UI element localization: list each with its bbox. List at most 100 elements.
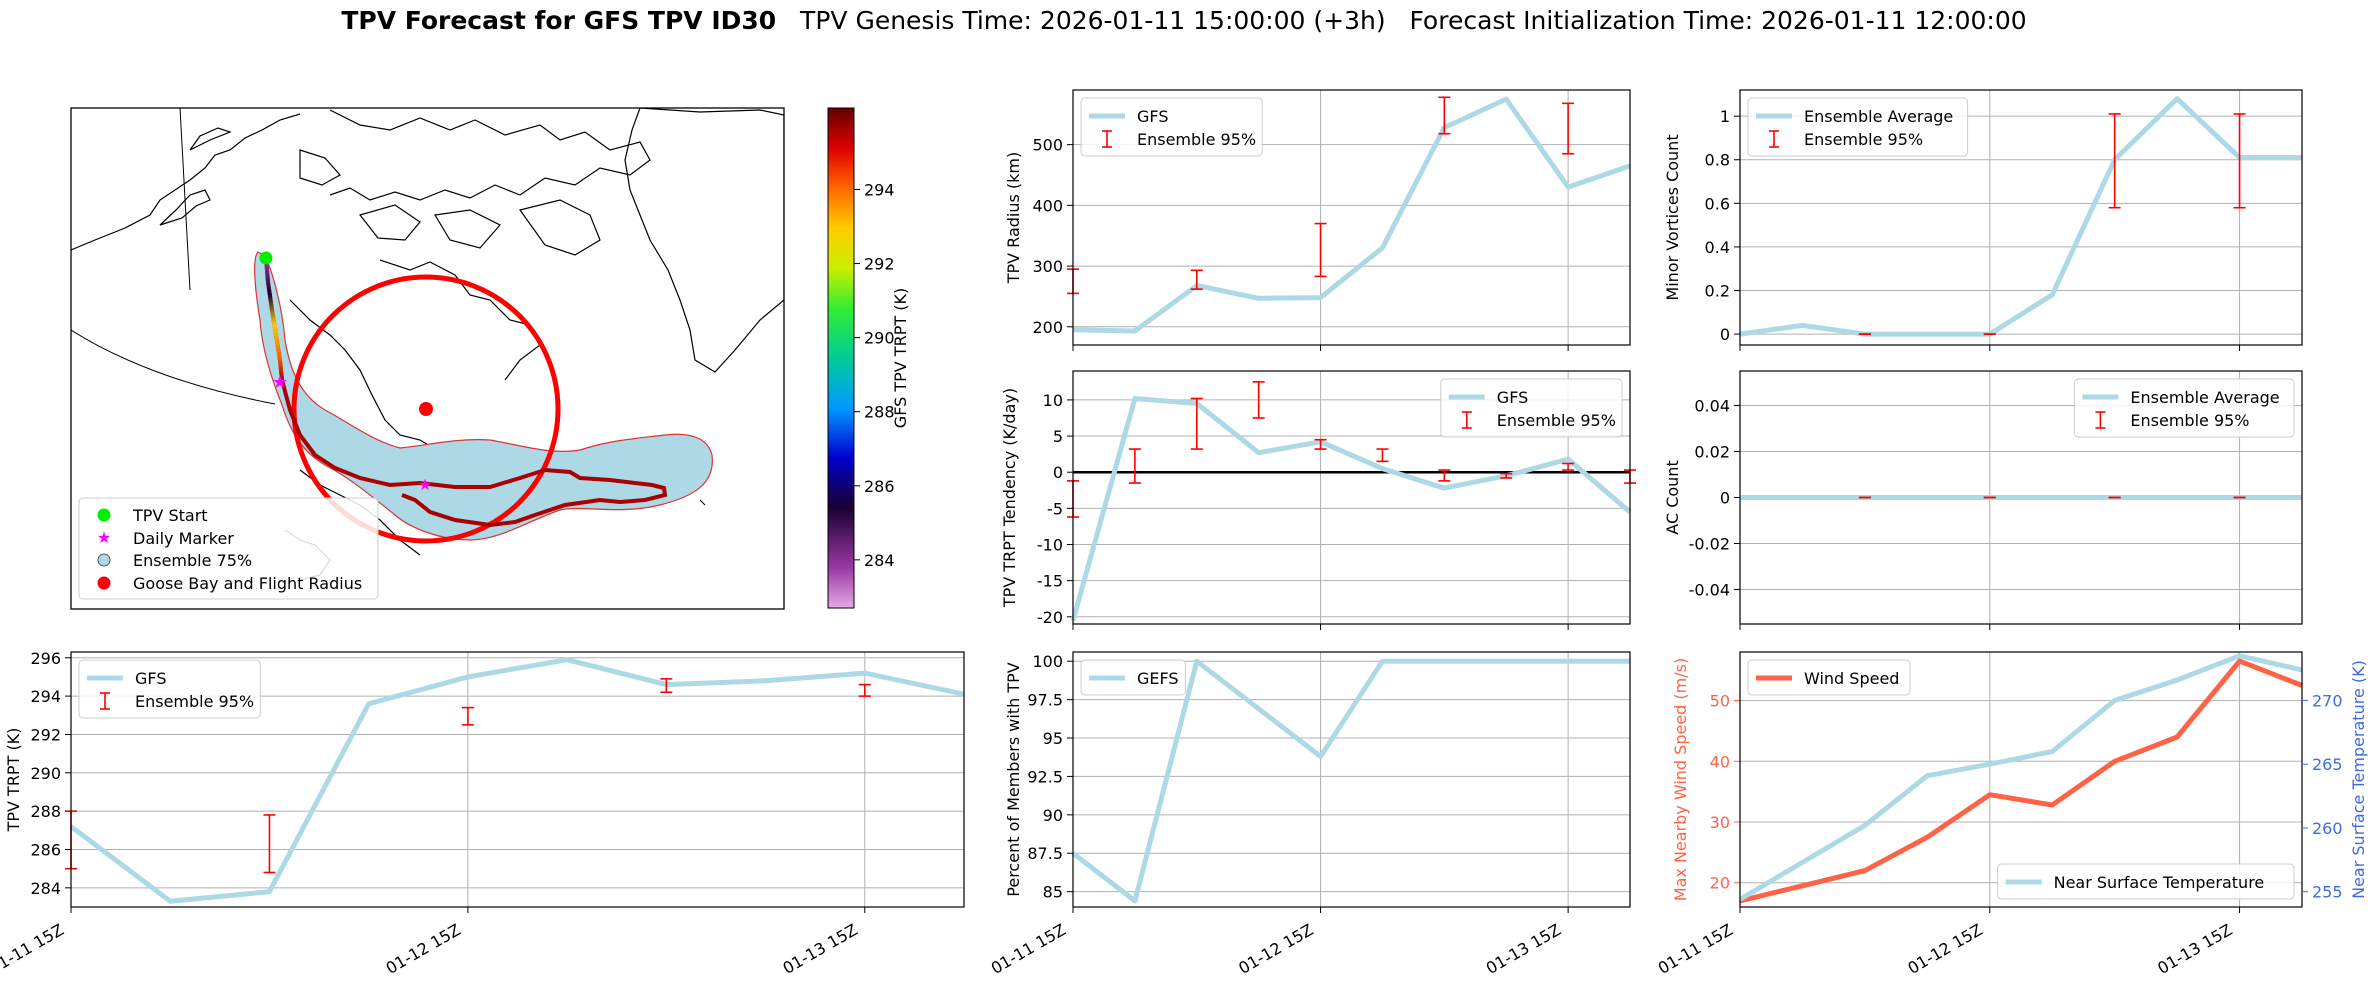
- y-tick-label: 95: [1043, 729, 1063, 748]
- y-tick-label: 294: [30, 687, 61, 706]
- y-tick-label: -0.04: [1689, 581, 1730, 600]
- y-tick-label: 85: [1043, 883, 1063, 902]
- error-bar: [1562, 462, 1575, 471]
- colorbar-tick-label: 294: [864, 180, 895, 199]
- y2-axis-label: Near Surface Temperature (K): [2349, 660, 2368, 899]
- coastline-hudson-west: [289, 299, 373, 396]
- y-tick-label: 0: [1053, 463, 1063, 482]
- coastline-island: [299, 149, 341, 186]
- colorbar-tick-label: 288: [864, 403, 895, 422]
- legend-daily-marker-icon: ★: [97, 528, 111, 547]
- legend-entry: GEFS: [1137, 669, 1179, 688]
- y-tick-label: 90: [1043, 806, 1063, 825]
- x-tick-label: 01-13 15Z: [779, 920, 860, 978]
- chart-legend-box: [1997, 863, 2295, 900]
- chart-minor: 0 0.2 0.4 0.6 0.8 1 Minor Vortices Count Ensemb…: [1663, 89, 2303, 351]
- coastline-island: [434, 209, 501, 249]
- error-bar: [461, 706, 474, 726]
- chart-legend: GFS Ensemble 95%: [1080, 97, 1263, 157]
- y-tick-label: 0: [1720, 325, 1730, 344]
- chart-wind: 01-11 15Z 01-12 15Z 01-13 15Z 20 30 40 50 Max N…: [1655, 651, 2368, 978]
- chart-legend-box: [1747, 97, 1969, 157]
- y-tick-label: 30: [1710, 813, 1730, 832]
- error-bar: [263, 814, 276, 874]
- y-tick-label: 0.4: [1705, 238, 1730, 257]
- y-tick-label: 20: [1710, 874, 1730, 893]
- legend-entry: Ensemble 95%: [135, 692, 254, 711]
- ensemble-75-region: [254, 251, 713, 541]
- chart-legend-box: [78, 659, 261, 719]
- y-tick-label: 292: [30, 725, 61, 744]
- error-bar: [660, 678, 673, 694]
- y-tick-label: 300: [1032, 257, 1063, 276]
- error-bar: [1438, 469, 1451, 482]
- x-tick-label: 01-13 15Z: [2154, 920, 2235, 978]
- y-axis-label: TPV TRPT (K): [4, 728, 23, 833]
- colorbar-label: GFS TPV TRPT (K): [891, 288, 910, 428]
- y-tick-label: 288: [30, 802, 61, 821]
- y-tick-label: -5: [1047, 499, 1063, 518]
- legend-entry: Ensemble 95%: [1804, 130, 1923, 149]
- y-axis-label: Max Nearby Wind Speed (m/s): [1671, 658, 1690, 901]
- legend-errorbar-icon: [1769, 130, 1779, 148]
- y-axis-label: Minor Vortices Count: [1663, 134, 1682, 300]
- map-legend: TPV Start ★ Daily Marker Ensemble 75% Go…: [78, 497, 379, 600]
- chart-frame: [1739, 89, 2303, 346]
- chart-trpt: 01-11 15Z 01-12 15Z 01-13 15Z 284 286 288 290 2…: [0, 649, 965, 978]
- legend-tpv-start-icon: [97, 508, 111, 522]
- series-line-gfs: [1070, 396, 1632, 622]
- legend-entry: Ensemble 95%: [2130, 411, 2249, 430]
- colorbar-gradient: [827, 107, 855, 609]
- error-bar: [1438, 96, 1451, 135]
- chart-legend-box: [1080, 659, 1186, 696]
- y-axis-label: Percent of Members with TPV: [1004, 662, 1023, 896]
- figure-title-genesis: TPV Genesis Time: 2026-01-11 15:00:00 (+…: [800, 6, 1386, 35]
- chart-frame: [1072, 651, 1631, 908]
- y-tick-label: 87.5: [1027, 844, 1063, 863]
- legend-entry: GFS: [1137, 107, 1168, 126]
- y-tick-label: 200: [1032, 318, 1063, 337]
- coastline-arctic-west: [71, 113, 301, 251]
- chart-frame: [1739, 370, 2303, 625]
- chart-legend-box: [1747, 659, 1911, 696]
- y-axis-label: TPV TRPT Tendency (K/day): [1000, 388, 1019, 608]
- x-tick-label: 01-11 15Z: [988, 920, 1069, 978]
- map-legend-box: [78, 497, 379, 600]
- series-line-gefs: [1071, 658, 1630, 904]
- tpv-track-early: [264, 257, 284, 381]
- figure-title-init: Forecast Initialization Time: 2026-01-11…: [1409, 6, 2027, 35]
- legend-entry: GFS: [135, 669, 166, 688]
- flight-radius-circle: [291, 274, 561, 544]
- figure-title-main: TPV Forecast for GFS TPV ID30: [341, 6, 777, 35]
- x-tick-label: 01-11 15Z: [0, 920, 67, 978]
- chart-frame: [1739, 651, 2303, 908]
- chart-legend-box: [2073, 378, 2295, 438]
- series-line-ensemble-average: [1739, 96, 2302, 337]
- legend-entry: Near Surface Temperature: [2054, 873, 2265, 892]
- legend-goose-bay: Goose Bay and Flight Radius: [133, 574, 362, 593]
- error-bar: [858, 683, 871, 697]
- chart-legend-box: [1080, 97, 1263, 157]
- error-bar: [1252, 381, 1265, 419]
- chart-legend: Ensemble Average Ensemble 95%: [1747, 97, 1969, 157]
- legend-errorbar-icon: [1461, 411, 1472, 429]
- y-tick-label: 0.04: [1694, 397, 1730, 416]
- chart-frame: [1072, 370, 1631, 625]
- map-panel: ★ ★ TPV Start ★ Daily Marker Ensemble 75…: [70, 107, 785, 610]
- x-tick-label: 01-13 15Z: [1483, 920, 1564, 978]
- error-bar: [1562, 102, 1575, 155]
- y-tick-label: 0: [1720, 489, 1730, 508]
- chart-radius: 200 300 400 500 TPV Radius (km) GFS Ensemble 9…: [1004, 89, 1631, 351]
- y2-tick-label: 265: [2312, 755, 2343, 774]
- colorbar-tick-label: 284: [864, 551, 895, 570]
- goose-bay-marker: [419, 402, 433, 416]
- tpv-start-marker: [259, 251, 273, 265]
- chart-ac: -0.04 -0.02 0 0.02 0.04 AC Count Ensemble Aver…: [1663, 370, 2303, 630]
- error-bar: [2233, 113, 2246, 209]
- series-line-wind-speed: [1739, 658, 2303, 904]
- y-tick-label: 40: [1710, 752, 1730, 771]
- coastline-hudson-east: [379, 259, 541, 381]
- y-tick-label: 400: [1032, 196, 1063, 215]
- chart-percent: 01-11 15Z 01-12 15Z 01-13 15Z 85 87.5 90 92.5 9…: [988, 651, 1631, 978]
